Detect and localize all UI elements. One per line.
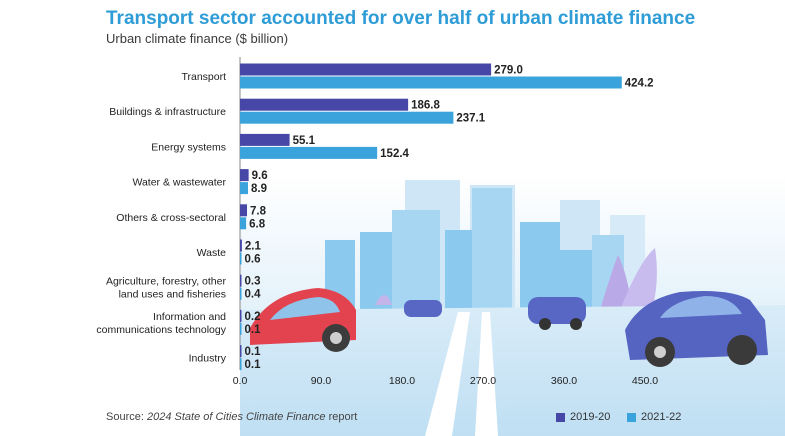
bar-2021-22 [240,358,242,371]
x-tick-label: 450.0 [632,375,658,387]
city-scenery-illustration [240,175,785,436]
data-label: 0.1 [245,346,262,358]
category-label: Transport [181,71,226,83]
data-label: 0.4 [245,289,262,301]
legend-item-2019-20: 2019-20 [556,411,610,423]
data-label: 186.8 [411,100,440,112]
legend-item-2021-22: 2021-22 [627,411,681,423]
source-suffix: report [325,411,358,423]
bar-2019-20 [240,309,242,322]
category-label: Waste [197,247,227,259]
x-tick-label: 90.0 [311,375,332,387]
bar-2019-20 [240,345,242,358]
bars-layer: Transport 279.0 424.2 Buildings & infrastru… [96,63,654,371]
legend-label: 2019-20 [570,411,611,423]
data-label: 424.2 [625,78,654,90]
legend-swatch [556,412,565,422]
bar-2021-22 [240,217,247,230]
bar-2021-22 [240,182,249,195]
data-label: 9.6 [252,170,268,182]
bar-2019-20 [240,239,242,252]
category-label: Agriculture, forestry, other land uses an… [106,276,227,301]
bar-2021-22 [240,76,622,89]
x-tick-label: 180.0 [389,375,415,387]
data-label: 0.6 [245,254,261,266]
data-label: 55.1 [293,135,316,147]
data-label: 0.2 [245,311,261,323]
bar-2019-20 [240,98,409,111]
category-label: Buildings & infrastructure [109,106,226,118]
category-label: Energy systems [151,141,226,153]
bar-2019-20 [240,63,492,76]
chart-title: Transport sector accounted for over half… [106,8,696,29]
category-label: Industry [189,353,227,365]
x-axis-ticks: 0.0 90.0 180.0 270.0 360.0 450.0 [233,375,659,387]
data-label: 0.1 [245,359,262,371]
bar-2021-22 [240,287,242,300]
data-label: 0.1 [245,324,262,336]
x-tick-label: 360.0 [551,375,577,387]
bar-2019-20 [240,169,249,182]
x-tick-label: 270.0 [470,375,496,387]
category-label: Information and communications technology [96,311,226,336]
bar-2019-20 [240,274,242,287]
bar-2021-22 [240,252,242,265]
data-label: 2.1 [245,241,262,253]
bar-2021-22 [240,322,242,335]
source-prefix: Source: [106,411,147,423]
bar-2019-20 [240,133,290,146]
data-label: 6.8 [249,218,266,230]
legend-label: 2021-22 [641,411,682,423]
data-label: 0.3 [245,276,261,288]
bar-2019-20 [240,204,248,217]
data-label: 7.8 [250,205,267,217]
legend-swatch [627,412,636,422]
category-label: Water & wastewater [132,177,226,189]
bar-2021-22 [240,146,378,159]
category-label: Others & cross-sectoral [116,212,226,224]
source-note: Source: 2024 State of Cities Climate Fin… [106,411,357,423]
x-tick-label: 0.0 [233,375,248,387]
source-report-name: 2024 State of Cities Climate Finance [146,411,326,423]
data-label: 237.1 [456,113,485,125]
data-label: 152.4 [380,148,409,160]
bar-2021-22 [240,111,454,124]
chart-subtitle: Urban climate finance ($ billion) [106,31,289,46]
data-label: 8.9 [251,183,267,195]
data-label: 279.0 [494,65,523,77]
